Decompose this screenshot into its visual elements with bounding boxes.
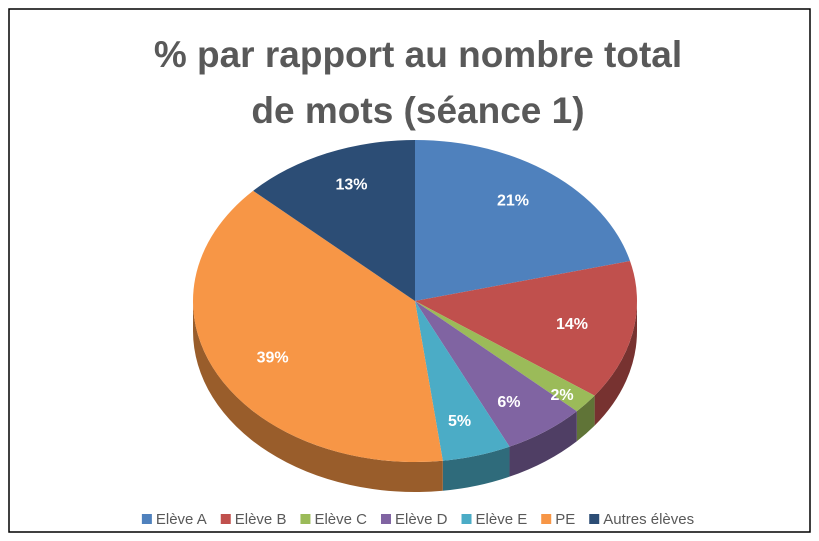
data-label: 21%	[497, 193, 529, 210]
pie-sides	[193, 301, 637, 492]
legend-swatch	[300, 514, 311, 524]
data-label: 6%	[497, 394, 520, 411]
slice-side	[442, 446, 510, 491]
data-labels: 21% 14% 2% 6% 5% 39% 13%	[257, 177, 588, 430]
legend-label: Elève B	[235, 511, 287, 528]
slice-side	[576, 395, 595, 442]
legend-swatch	[589, 514, 600, 524]
legend-label: Autres élèves	[603, 511, 694, 528]
slice	[415, 301, 510, 461]
legend-label: Elève A	[156, 511, 207, 528]
legend-swatch	[541, 514, 552, 524]
legend-swatch	[380, 514, 391, 524]
legend: Elève A Elève B Elève C Elève D Elève E PE Aut…	[141, 511, 694, 528]
data-label: 2%	[551, 387, 574, 404]
slice	[415, 140, 631, 301]
legend-swatch	[141, 514, 152, 524]
slice-side	[193, 301, 443, 492]
legend-swatch	[461, 514, 472, 524]
legend-label: PE	[555, 511, 575, 528]
legend-swatch	[220, 514, 231, 524]
title-part: de mots (séance 1)	[251, 90, 584, 131]
data-label: 5%	[448, 413, 471, 430]
slice	[415, 260, 637, 396]
title-part: % par rapport au nombre total	[154, 34, 682, 75]
slice	[192, 190, 443, 463]
slice-side	[594, 301, 637, 426]
pie	[192, 140, 637, 463]
legend-label: Elève D	[395, 511, 448, 528]
legend-label: Elève C	[314, 511, 367, 528]
chart-title: % par rapport au nombre total	[154, 34, 682, 75]
slice-side	[509, 411, 577, 477]
data-label: 39%	[257, 349, 289, 366]
data-label: 13%	[336, 177, 368, 194]
data-label: 14%	[556, 316, 588, 333]
legend-label: Elève E	[476, 511, 528, 528]
slice	[415, 301, 577, 447]
slice	[253, 140, 415, 301]
chart-title: de mots (séance 1)	[251, 90, 584, 131]
slice	[415, 301, 595, 412]
